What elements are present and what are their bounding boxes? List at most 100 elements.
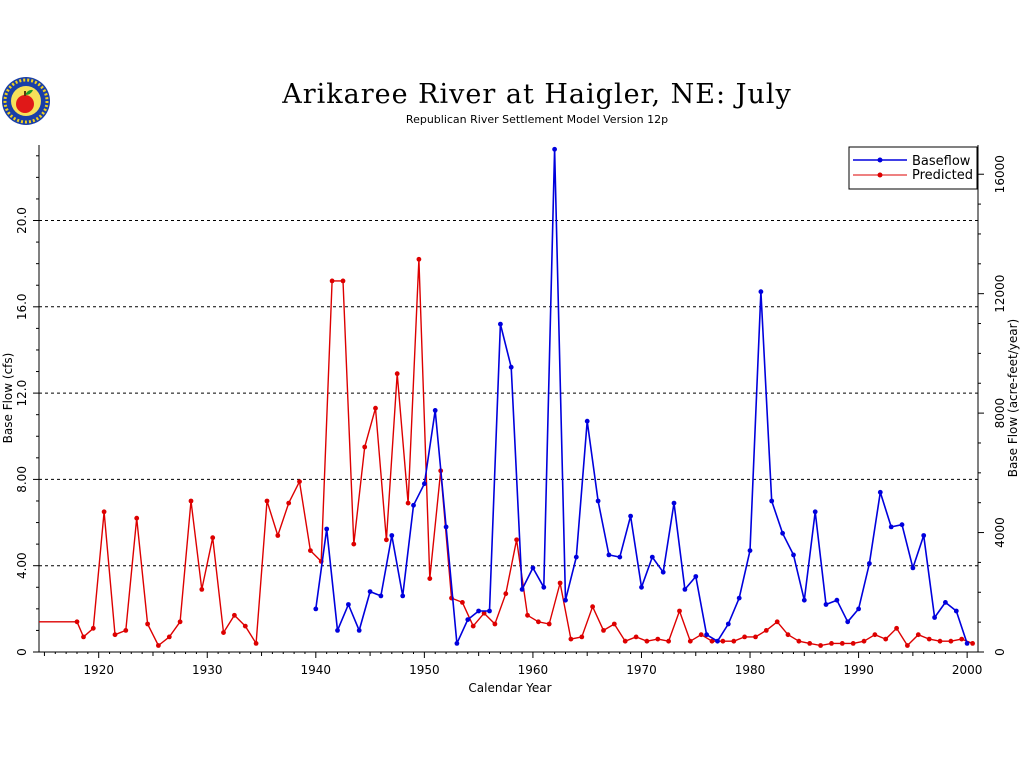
data-point — [861, 638, 867, 644]
data-point — [340, 278, 346, 284]
logo-icon — [2, 77, 50, 125]
chart-subtitle: Republican River Settlement Model Versio… — [406, 113, 668, 126]
legend-predicted-marker — [877, 172, 883, 178]
data-point — [948, 638, 954, 644]
data-point — [867, 561, 872, 566]
data-point — [188, 498, 194, 504]
data-point — [845, 619, 851, 625]
y-tick-label: 20.0 — [15, 207, 29, 234]
data-point — [970, 641, 975, 646]
y-tick-label: 12.0 — [15, 380, 29, 407]
data-point — [210, 535, 216, 541]
x-tick-label: 1960 — [518, 663, 549, 677]
data-point — [715, 638, 720, 644]
legend: Baseflow Predicted — [848, 146, 978, 190]
data-point — [389, 533, 395, 538]
data-point — [498, 321, 503, 327]
data-point — [932, 615, 937, 620]
y-right-tick-label: 8000 — [993, 398, 1007, 429]
data-point — [899, 522, 905, 528]
data-point — [525, 612, 530, 618]
data-point — [573, 554, 579, 560]
data-point — [758, 289, 764, 295]
data-point — [324, 526, 330, 532]
data-point — [297, 479, 302, 484]
x-axis-label: Calendar Year — [468, 681, 551, 695]
data-point — [112, 632, 118, 638]
x-tick-label: 2000 — [952, 663, 983, 677]
data-point — [644, 638, 650, 644]
data-point — [910, 565, 916, 571]
data-point — [698, 632, 704, 638]
legend-predicted-label: Predicted — [912, 168, 973, 183]
x-tick-label: 1930 — [192, 663, 223, 677]
data-point — [362, 444, 368, 450]
x-tick-label: 1990 — [843, 663, 874, 677]
y-right-tick-label: 0 — [993, 648, 1007, 656]
y-right-tick-label: 4000 — [993, 517, 1007, 548]
data-point — [628, 513, 633, 519]
data-point — [780, 530, 785, 536]
data-point — [557, 580, 563, 586]
data-point — [731, 638, 737, 644]
data-point — [373, 405, 378, 411]
y-right-tick-label: 16000 — [993, 155, 1007, 193]
data-point — [81, 634, 86, 640]
grid-lines — [39, 220, 978, 567]
data-point — [74, 619, 80, 625]
data-point — [807, 641, 813, 646]
data-point — [926, 636, 932, 642]
data-point — [617, 554, 623, 560]
data-point — [611, 621, 617, 627]
data-point — [487, 608, 492, 614]
x-tick-label: 1920 — [83, 663, 114, 677]
data-point — [622, 638, 628, 644]
data-point — [921, 533, 927, 538]
data-point — [590, 604, 595, 610]
data-point — [275, 533, 281, 538]
data-point — [883, 636, 889, 642]
data-point — [595, 498, 601, 504]
y-axis-right-label: Base Flow (acre-feet/year) — [1006, 319, 1020, 477]
data-point — [199, 587, 205, 592]
data-point — [839, 641, 845, 646]
data-point — [568, 636, 574, 642]
data-point — [709, 638, 715, 644]
data-point — [915, 632, 921, 638]
data-point — [134, 515, 140, 521]
data-point — [253, 641, 259, 646]
data-point — [953, 608, 959, 614]
data-point — [470, 623, 476, 629]
data-point — [367, 589, 373, 594]
data-point — [156, 643, 161, 648]
data-point — [541, 584, 547, 590]
data-point — [725, 621, 731, 627]
data-point — [774, 619, 780, 625]
data-point — [454, 641, 460, 646]
data-point — [546, 621, 552, 627]
data-point — [405, 500, 411, 506]
data-point — [411, 502, 416, 508]
data-point — [763, 628, 769, 633]
y-tick-label: 16.0 — [15, 293, 29, 320]
data-point — [432, 408, 438, 413]
data-point — [242, 623, 248, 629]
data-point — [693, 574, 699, 579]
data-point — [905, 643, 910, 648]
series-line — [39, 258, 973, 647]
data-point — [232, 612, 237, 618]
data-point — [584, 418, 590, 424]
data-point — [677, 608, 682, 614]
legend-baseflow-label: Baseflow — [912, 154, 971, 169]
data-point — [177, 619, 183, 625]
data-point — [801, 597, 807, 603]
data-point — [639, 584, 644, 590]
data-point — [606, 552, 612, 558]
data-point — [823, 602, 829, 607]
data-point — [959, 636, 965, 642]
data-point — [145, 621, 151, 627]
data-point — [552, 146, 557, 152]
data-point — [492, 621, 498, 627]
data-point — [877, 489, 883, 495]
data-point — [166, 634, 172, 640]
